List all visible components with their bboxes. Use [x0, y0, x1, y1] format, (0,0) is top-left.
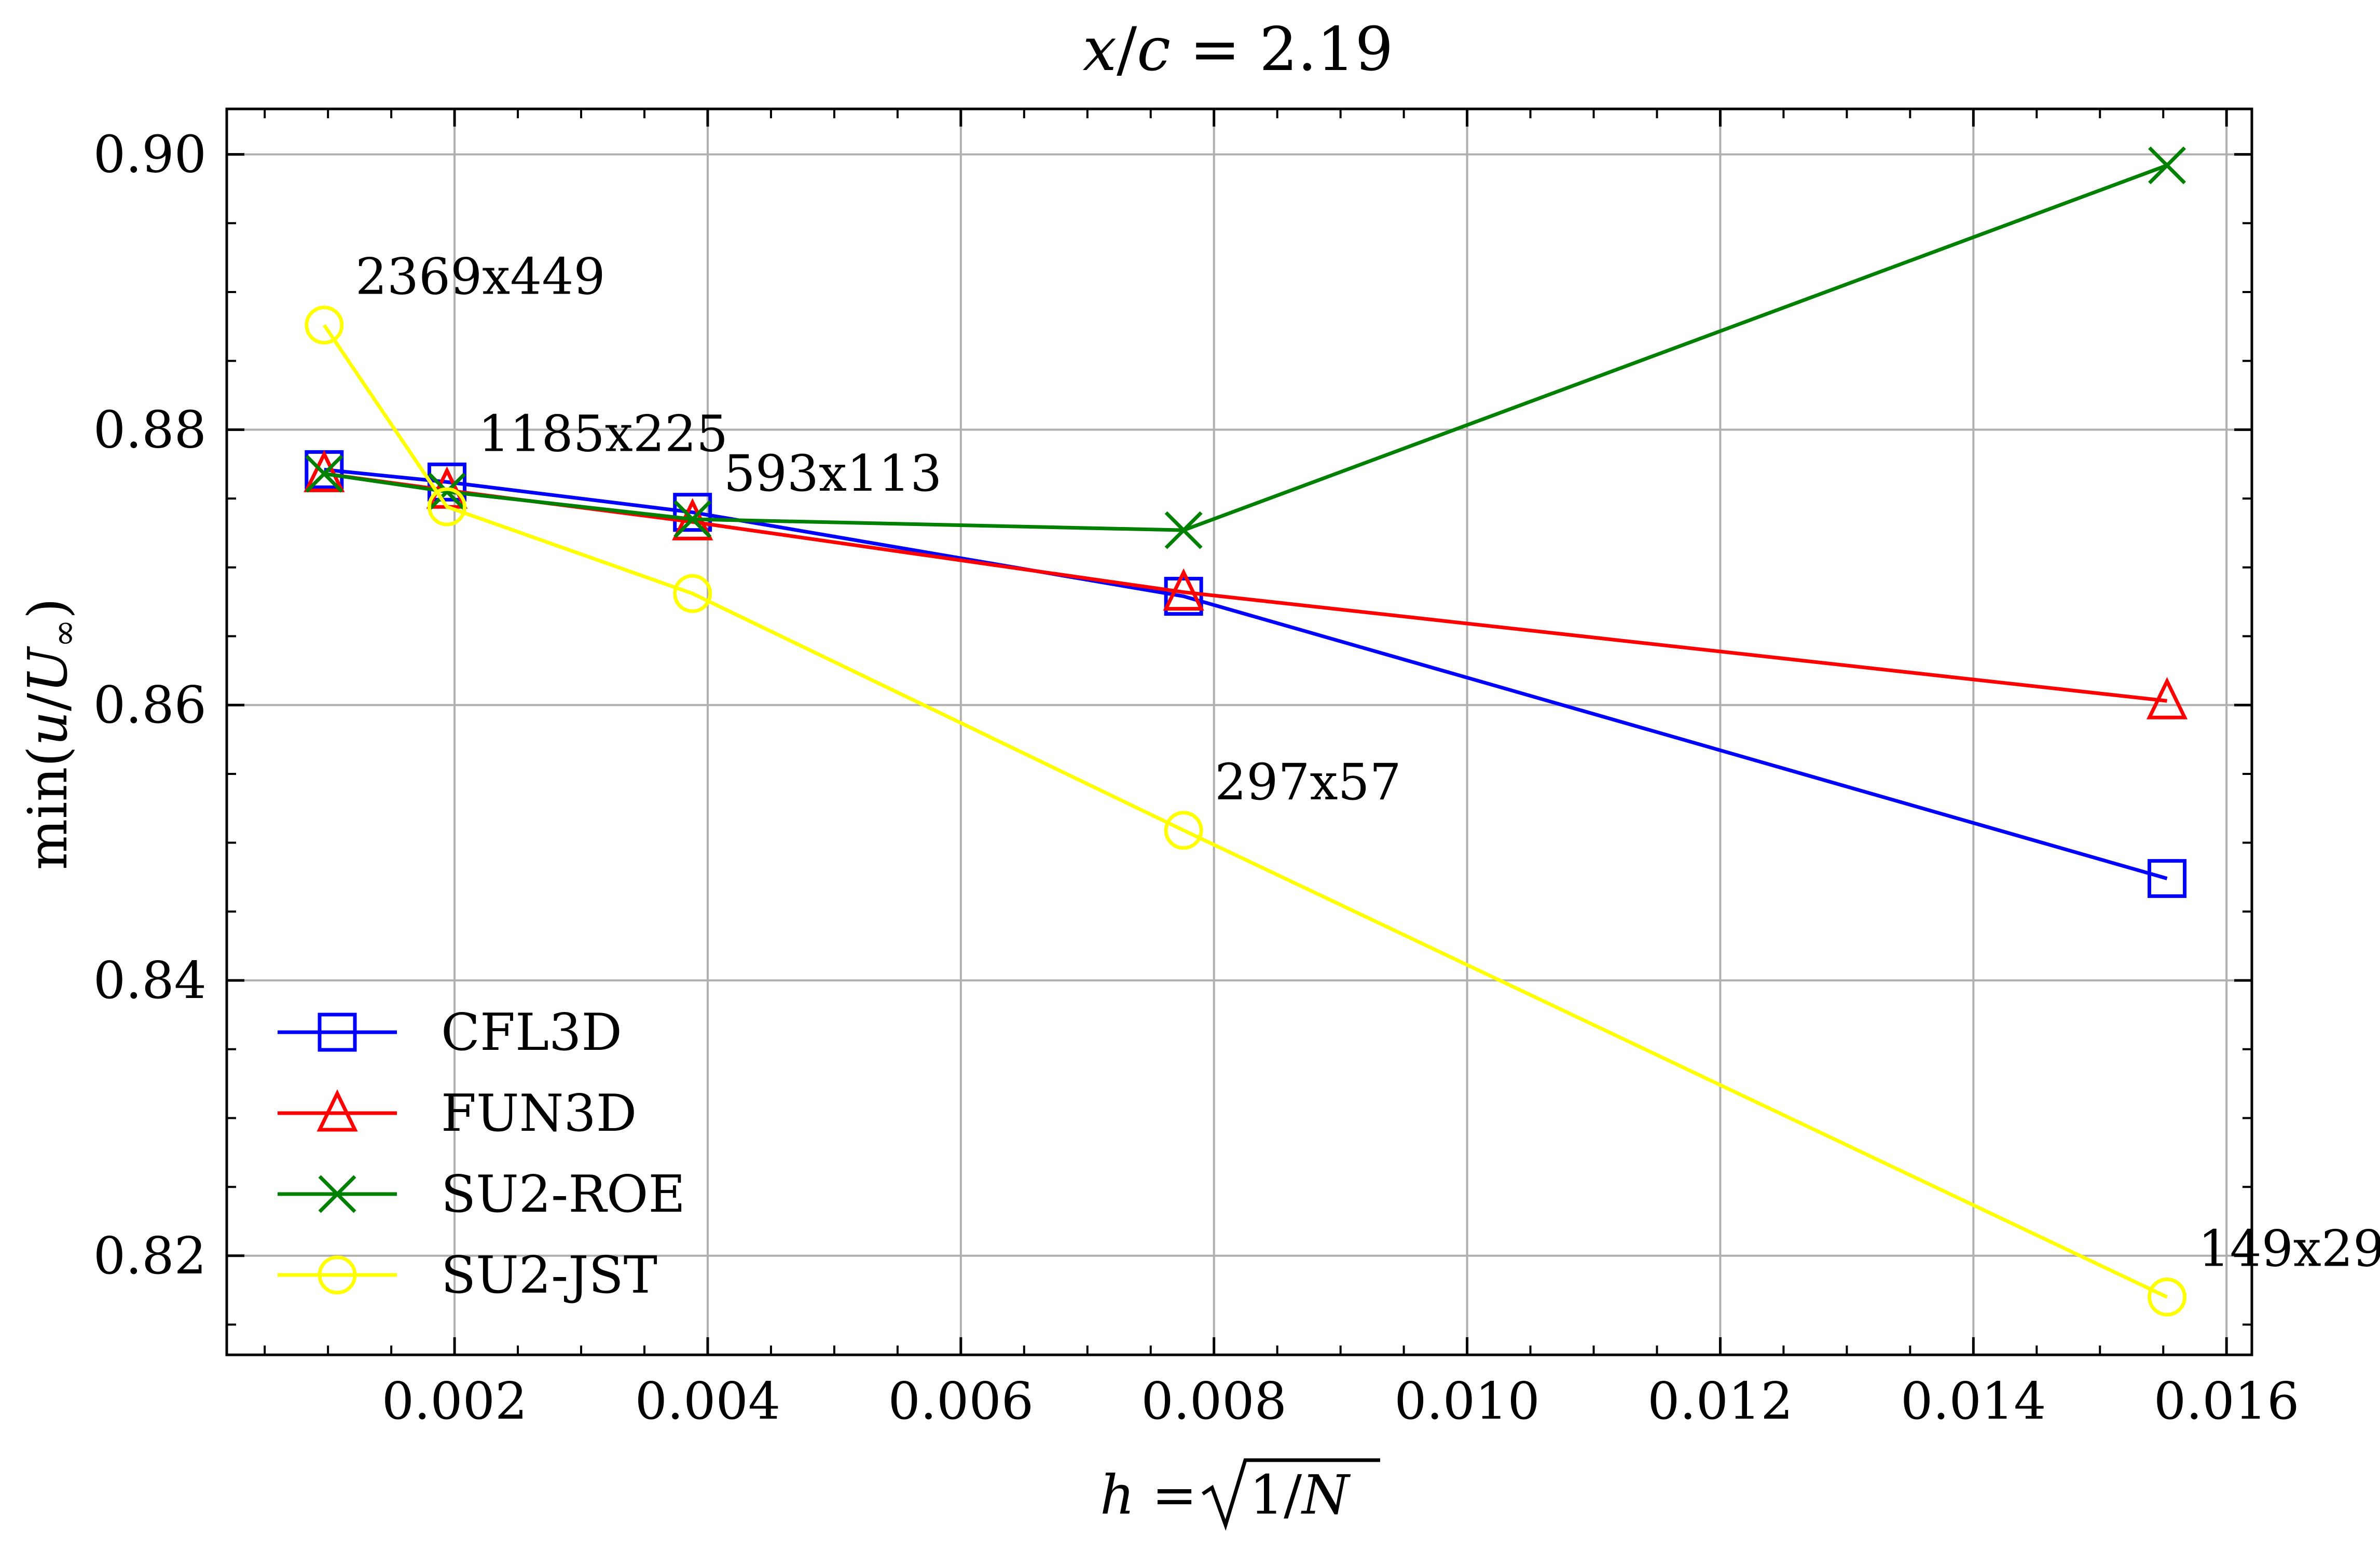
data-point-su2-roe [1164, 511, 1203, 549]
y-tick-label: 0.86 [93, 676, 207, 735]
data-point-su2-roe [305, 454, 343, 493]
legend-label: FUN3D [441, 1084, 637, 1143]
chart-title: x/c = 2.19 [1083, 15, 1394, 85]
tick-labels: 0.002 0.004 0.006 0.008 0.010 0.012 0.014 0.016… [93, 126, 2300, 1431]
data-point-su2-jst [1164, 811, 1203, 850]
x-marker-stroke [305, 454, 343, 493]
point-annotation: 149x29 [2198, 1220, 2380, 1278]
legend-entry-su2-roe: SU2-ROE [278, 1165, 685, 1224]
x-axis-label: h = 1/N [1100, 1458, 1380, 1531]
data-point-su2-roe [2148, 146, 2186, 185]
point-annotation: 593x113 [724, 445, 942, 503]
series-su2-roe [305, 146, 2186, 549]
data-point-fun3d [1163, 568, 1204, 611]
x-tick-label: 0.002 [382, 1372, 528, 1431]
series-cfl3d [305, 450, 2187, 898]
data-point-su2-jst [673, 574, 712, 613]
data-point-su2-roe [428, 473, 466, 511]
data-point-cfl3d [2148, 859, 2187, 898]
title-slash: / [1117, 15, 1137, 85]
x-marker-stroke [673, 500, 712, 538]
legend: CFL3D FUN3D SU2-ROE SU2-JST [278, 1003, 685, 1305]
x-marker-stroke [428, 473, 466, 511]
data-point-su2-jst [305, 306, 344, 345]
x-tick-label: 0.014 [1901, 1372, 2046, 1431]
data-point-fun3d [2146, 677, 2188, 719]
legend-marker [318, 1255, 357, 1295]
legend-label: CFL3D [441, 1003, 622, 1062]
legend-entry-cfl3d: CFL3D [278, 1003, 622, 1062]
data-point-cfl3d [1164, 577, 1203, 616]
y-tick-label: 0.82 [93, 1227, 207, 1286]
data-point-su2-jst [2148, 1278, 2187, 1317]
x-tick-label: 0.016 [2154, 1372, 2300, 1431]
x-label-radicand: 1/N [1249, 1463, 1351, 1527]
legend-marker [317, 1089, 358, 1132]
legend-entry-su2-jst: SU2-JST [278, 1246, 657, 1305]
point-annotation: 297x57 [1215, 753, 1401, 811]
data-point-fun3d [304, 450, 345, 492]
series-fun3d [304, 450, 2188, 719]
x-marker-stroke [318, 1175, 356, 1213]
plot-frame [225, 107, 2253, 1356]
x-tick-label: 0.010 [1394, 1372, 1540, 1431]
series-layer [304, 146, 2188, 1317]
ticks [227, 109, 2252, 1355]
x-label-lhs: h = [1100, 1463, 1197, 1527]
x-tick-label: 0.012 [1647, 1372, 1793, 1431]
y-axis-label: min(u/U∞) [16, 598, 84, 870]
data-point-su2-jst [427, 487, 466, 526]
legend-marker [318, 1175, 356, 1213]
y-tick-label: 0.90 [93, 126, 207, 185]
x-tick-label: 0.008 [1141, 1372, 1287, 1431]
y-tick-label: 0.88 [93, 400, 207, 460]
data-point-cfl3d [673, 493, 712, 532]
series-su2-jst [305, 306, 2187, 1317]
legend-label: SU2-JST [441, 1246, 657, 1305]
series-line-su2-roe [324, 163, 2168, 532]
point-annotation: 2369x449 [355, 248, 606, 306]
data-point-su2-roe [673, 500, 712, 538]
y-tick-label: 0.84 [93, 951, 207, 1010]
title-variable: x [1083, 15, 1117, 85]
legend-entry-fun3d: FUN3D [278, 1084, 637, 1143]
legend-marker [318, 1013, 357, 1052]
title-value: = 2.19 [1171, 15, 1393, 85]
x-tick-label: 0.004 [635, 1372, 781, 1431]
series-line-su2-jst [322, 324, 2168, 1299]
sqrt-sign [1202, 1458, 1380, 1531]
series-line-cfl3d [324, 467, 2168, 881]
legend-label: SU2-ROE [441, 1165, 685, 1224]
x-marker-stroke [1164, 511, 1203, 549]
title-chord: c [1137, 15, 1171, 85]
grid [227, 109, 2252, 1355]
x-marker-stroke [2148, 146, 2186, 185]
x-tick-label: 0.006 [888, 1372, 1034, 1431]
point-annotation: 1185x225 [478, 405, 728, 463]
